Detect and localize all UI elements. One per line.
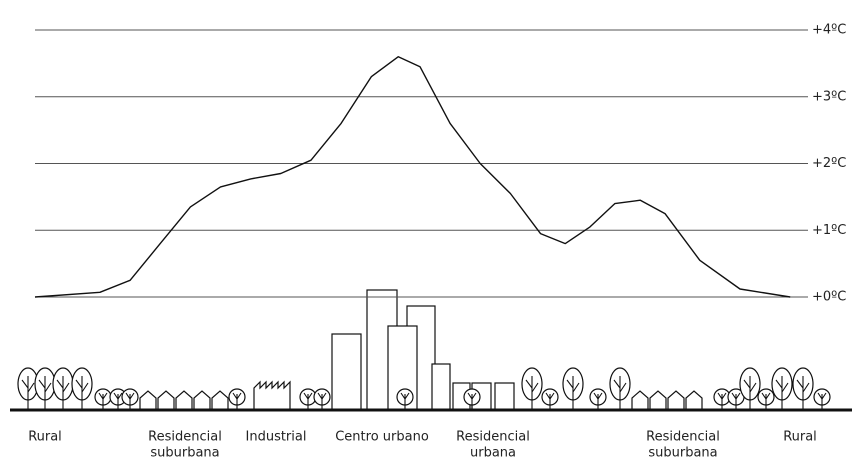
tree [53, 368, 73, 410]
zone-label: Centro urbano [335, 430, 429, 445]
building [432, 364, 450, 410]
body: {"chart_data": { "type": "line", "ylim":… [0, 0, 866, 459]
house [632, 391, 648, 410]
house [158, 391, 174, 410]
zone-label: Residencial [148, 430, 222, 445]
zone-label: suburbana [648, 446, 717, 460]
zone-label: Rural [783, 430, 817, 445]
tree [610, 368, 630, 410]
chart: +0ºC+1ºC+2ºC+3ºC+4ºCRuralResidencialsubu… [0, 0, 866, 459]
y-tick-label: +4ºC [812, 23, 846, 38]
building [495, 383, 514, 410]
tree [758, 389, 774, 410]
y-tick-label: +3ºC [812, 89, 846, 104]
tree [814, 389, 830, 410]
house [194, 391, 210, 410]
house [212, 391, 228, 410]
zone-label: Residencial [456, 430, 530, 445]
zone-label: Industrial [246, 430, 307, 445]
tree [590, 389, 606, 410]
tree [714, 389, 730, 410]
tree [35, 368, 55, 410]
y-tick-label: +0ºC [812, 290, 846, 305]
zone-label: urbana [470, 446, 516, 460]
tree [772, 368, 792, 410]
page: Isla de calor urbana html, body { margin… [0, 0, 866, 459]
tree [122, 389, 138, 410]
tree [793, 368, 813, 410]
tree [72, 368, 92, 410]
house [650, 391, 666, 410]
tree [95, 389, 111, 410]
tree [229, 389, 245, 410]
tree [314, 389, 330, 410]
zone-label: Residencial [646, 430, 720, 445]
house [686, 391, 702, 410]
temperature-curve [35, 57, 790, 297]
factory [254, 382, 290, 410]
tree [563, 368, 583, 410]
landscape [10, 290, 852, 410]
y-tick-label: +1ºC [812, 223, 846, 238]
building [332, 334, 361, 410]
tree [542, 389, 558, 410]
y-tick-label: +2ºC [812, 156, 846, 171]
house [668, 391, 684, 410]
tree [522, 368, 542, 410]
tree [300, 389, 316, 410]
tree [740, 368, 760, 410]
house [140, 391, 156, 410]
zone-label: suburbana [150, 446, 219, 460]
house [176, 391, 192, 410]
zone-label: Rural [28, 430, 62, 445]
